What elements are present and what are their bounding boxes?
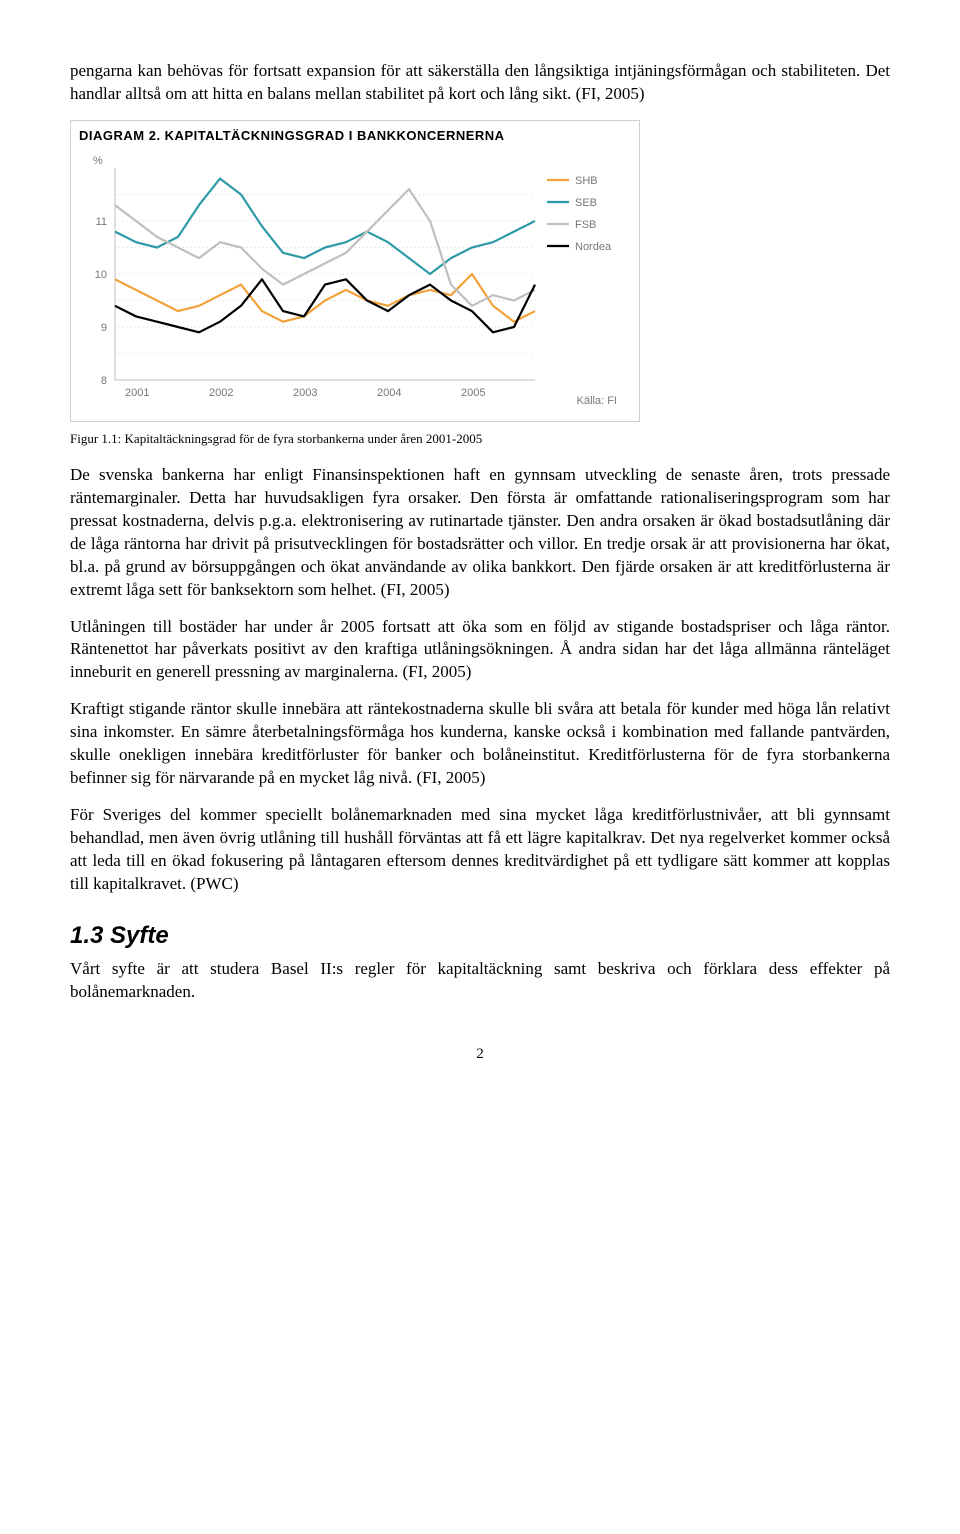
chart-container: DIAGRAM 2. KAPITALTÄCKNINGSGRAD I BANKKO… [70,120,640,422]
svg-text:FSB: FSB [575,219,596,231]
svg-text:2002: 2002 [209,387,233,399]
svg-text:8: 8 [101,375,107,387]
svg-text:Nordea: Nordea [575,241,612,253]
heading-syfte: 1.3 Syfte [70,920,890,952]
svg-text:2005: 2005 [461,387,485,399]
syfte-paragraph: Vårt syfte är att studera Basel II:s reg… [70,958,890,1004]
svg-text:2003: 2003 [293,387,317,399]
body-paragraph-5: För Sveriges del kommer speciellt bolåne… [70,804,890,896]
body-paragraph-3: Utlåningen till bostäder har under år 20… [70,616,890,685]
line-chart: % 8 9 10 11 2001 2002 2003 2004 2005 SHB SEB FSB Nord… [75,150,625,410]
svg-text:2001: 2001 [125,387,149,399]
svg-text:Källa: FI: Källa: FI [577,395,617,407]
svg-text:SEB: SEB [575,197,597,209]
svg-text:11: 11 [96,216,107,228]
svg-text:SHB: SHB [575,175,598,187]
chart-title: DIAGRAM 2. KAPITALTÄCKNINGSGRAD I BANKKO… [79,127,635,145]
page-number: 2 [70,1044,890,1064]
figure-caption: Figur 1.1: Kapitaltäckningsgrad för de f… [70,430,890,448]
svg-text:9: 9 [101,322,107,334]
intro-paragraph: pengarna kan behövas för fortsatt expans… [70,60,890,106]
svg-text:10: 10 [95,269,107,281]
svg-text:2004: 2004 [377,387,401,399]
svg-text:%: % [93,155,103,167]
body-paragraph-2: De svenska bankerna har enligt Finansins… [70,464,890,602]
body-paragraph-4: Kraftigt stigande räntor skulle innebära… [70,698,890,790]
